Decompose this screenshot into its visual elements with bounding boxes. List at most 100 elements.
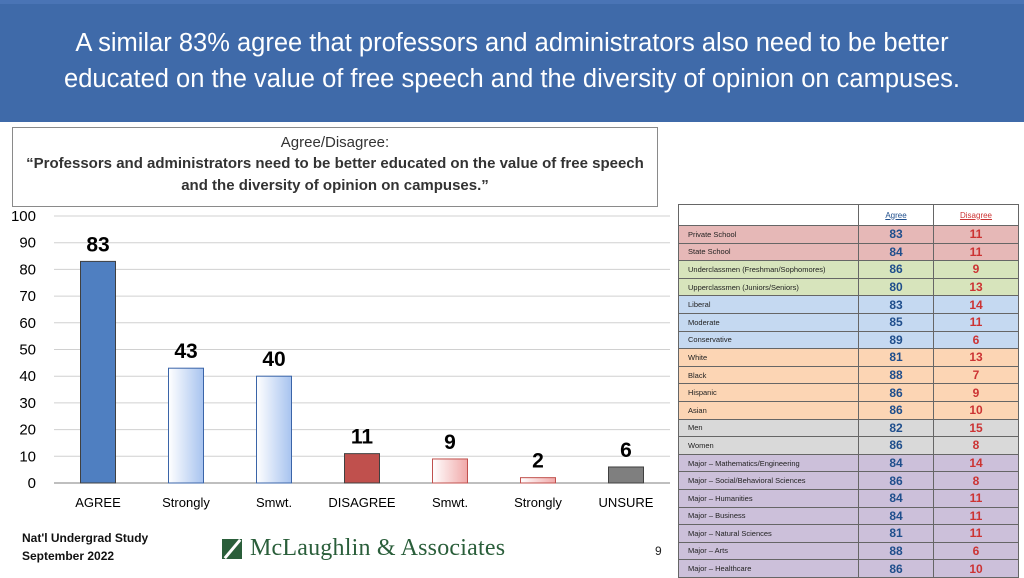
y-tick-label: 10 <box>19 448 36 465</box>
subgroup-label: Hispanic <box>678 383 859 402</box>
subgroup-disagree-value: 11 <box>933 524 1019 543</box>
subgroup-disagree-value: 9 <box>933 383 1019 402</box>
question-title: Agree/Disagree: <box>280 134 390 151</box>
subgroup-agree-value: 86 <box>858 436 934 455</box>
subgroup-agree-value: 81 <box>858 348 934 367</box>
subgroup-agree-value: 80 <box>858 277 934 297</box>
bar <box>520 477 556 484</box>
subgroup-agree-value: 86 <box>858 400 934 420</box>
data-label: 83 <box>86 233 109 256</box>
subgroup-agree-value: 81 <box>858 524 934 543</box>
subgroup-disagree-value: 11 <box>933 506 1019 526</box>
subgroup-label: Major – Arts <box>678 541 859 561</box>
y-tick-label: 70 <box>19 288 36 305</box>
table-row: Men 82 15 <box>678 418 1019 438</box>
subgroup-label: Major – Humanities <box>678 488 859 508</box>
bar-chart: 0 10 20 30 40 50 60 70 80 90 100 83 43 40 11 9 2 6 AGREE… <box>11 208 670 510</box>
subgroup-label: Black <box>678 365 859 385</box>
table-row: Major – Humanities 84 11 <box>678 488 1019 508</box>
subgroup-disagree-value: 10 <box>933 400 1019 420</box>
table-row: Moderate 85 11 <box>678 312 1019 332</box>
table-row: Conservative 89 6 <box>678 330 1019 350</box>
subgroup-agree-value: 84 <box>858 488 934 508</box>
subgroup-agree-value: 86 <box>858 471 934 490</box>
x-axis-ticks: AGREE Strongly Smwt. DISAGREE Smwt. Strongly U… <box>75 495 654 510</box>
subgroup-disagree-value: 8 <box>933 471 1019 490</box>
x-tick-label: AGREE <box>75 495 121 510</box>
table-row: Major – Social/Behavioral Sciences 86 8 <box>678 471 1019 490</box>
chart-gridlines <box>54 215 670 484</box>
x-tick-label: DISAGREE <box>328 495 396 510</box>
data-label: 43 <box>174 340 197 363</box>
subgroup-disagree-value: 9 <box>933 260 1019 279</box>
bar <box>344 453 380 484</box>
subgroup-label: Major – Social/Behavioral Sciences <box>678 471 859 490</box>
slide-title: A similar 83% agree that professors and … <box>64 29 960 93</box>
subgroup-label: Upperclassmen (Juniors/Seniors) <box>678 277 859 297</box>
subgroup-agree-value: 86 <box>858 559 934 578</box>
x-tick-label: UNSURE <box>599 495 654 510</box>
data-label: 2 <box>532 450 544 473</box>
table-row: Major – Natural Sciences 81 11 <box>678 524 1019 543</box>
table-row: Major – Healthcare 86 10 <box>678 559 1019 578</box>
question-box: Agree/Disagree: “Professors and administ… <box>12 127 658 207</box>
bar <box>168 367 204 484</box>
bar <box>256 375 292 484</box>
x-tick-label: Smwt. <box>256 495 292 510</box>
question-text: “Professors and administrators need to b… <box>26 155 644 194</box>
table-row: Major – Arts 88 6 <box>678 541 1019 561</box>
subgroup-label: Asian <box>678 400 859 420</box>
subgroup-label: Major – Mathematics/Engineering <box>678 453 859 473</box>
subgroup-disagree-value: 14 <box>933 295 1019 314</box>
y-axis-ticks: 0 10 20 30 40 50 60 70 80 90 100 <box>11 208 36 492</box>
data-label: 11 <box>351 426 374 449</box>
subgroup-header-blank <box>678 204 859 226</box>
table-row: Liberal 83 14 <box>678 295 1019 314</box>
subgroup-label: Major – Healthcare <box>678 559 859 578</box>
subgroup-label: Men <box>678 418 859 438</box>
subgroup-disagree-value: 11 <box>933 242 1019 262</box>
subgroup-table-body: Private School 83 11 State School 84 11 Underc… <box>678 225 1019 578</box>
subgroup-disagree-value: 15 <box>933 418 1019 438</box>
y-tick-label: 80 <box>19 261 36 278</box>
x-tick-label: Smwt. <box>432 495 468 510</box>
data-label: 40 <box>262 348 285 371</box>
subgroup-agree-value: 82 <box>858 418 934 438</box>
subgroup-disagree-value: 10 <box>933 559 1019 578</box>
data-labels: 83 43 40 11 9 2 6 <box>86 233 632 472</box>
subgroup-label: Private School <box>678 225 859 244</box>
y-tick-label: 100 <box>11 208 36 225</box>
subgroup-table-header: Agree Disagree <box>678 204 1019 226</box>
subgroup-label: State School <box>678 242 859 262</box>
subgroup-agree-value: 86 <box>858 260 934 279</box>
y-tick-label: 20 <box>19 422 36 439</box>
table-row: Asian 86 10 <box>678 400 1019 420</box>
subgroup-agree-value: 84 <box>858 242 934 262</box>
subgroup-label: Moderate <box>678 312 859 332</box>
subgroup-disagree-value: 14 <box>933 453 1019 473</box>
chart-bars <box>80 260 644 484</box>
subgroup-label: Major – Business <box>678 506 859 526</box>
header-panel: A similar 83% agree that professors and … <box>0 4 1024 122</box>
subgroup-agree-value: 89 <box>858 330 934 350</box>
subgroup-disagree-value: 13 <box>933 277 1019 297</box>
bar <box>432 458 468 484</box>
subgroup-disagree-value: 6 <box>933 541 1019 561</box>
y-tick-label: 60 <box>19 315 36 332</box>
company-logo: McLaughlin & Associates <box>222 535 505 562</box>
x-tick-label: Strongly <box>162 495 210 510</box>
table-row: Major – Mathematics/Engineering 84 14 <box>678 453 1019 473</box>
header-bar: A similar 83% agree that professors and … <box>0 0 1024 122</box>
subgroup-agree-value: 88 <box>858 541 934 561</box>
table-row: Private School 83 11 <box>678 225 1019 244</box>
subgroup-label: Liberal <box>678 295 859 314</box>
subgroup-disagree-value: 7 <box>933 365 1019 385</box>
table-row: Hispanic 86 9 <box>678 383 1019 402</box>
subgroup-label: White <box>678 348 859 367</box>
y-tick-label: 90 <box>19 235 36 252</box>
subgroup-header-agree: Agree <box>858 204 934 226</box>
data-label: 9 <box>444 431 456 454</box>
subgroup-label: Conservative <box>678 330 859 350</box>
subgroup-disagree-value: 11 <box>933 488 1019 508</box>
subgroup-agree-value: 85 <box>858 312 934 332</box>
